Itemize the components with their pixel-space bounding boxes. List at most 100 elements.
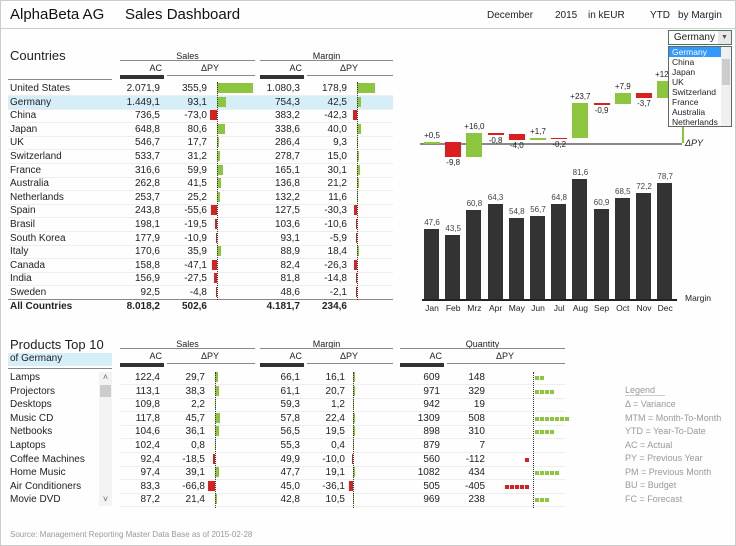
- margin-ac: 383,2: [274, 110, 300, 122]
- margin-dpy-bar: [355, 219, 357, 229]
- quantity-marker: [535, 389, 539, 394]
- product-name[interactable]: Movie DVD: [10, 494, 61, 506]
- country-name[interactable]: France: [10, 164, 42, 176]
- products-sales-underline: [120, 348, 255, 349]
- product-sales-ac: 92,4: [140, 453, 160, 465]
- period-selector[interactable]: YTD: [650, 10, 670, 21]
- dropdown-option[interactable]: Australia: [672, 107, 706, 117]
- products-scrollbar[interactable]: [99, 372, 112, 506]
- dropdown-option[interactable]: Germany: [669, 47, 721, 57]
- row-divider: [8, 190, 393, 192]
- dropdown-option[interactable]: Netherlands: [672, 117, 718, 127]
- margin-dpy: -5,9: [329, 232, 347, 244]
- product-name[interactable]: Air Conditioners: [10, 480, 82, 492]
- margin-dpy-bar: [357, 123, 361, 134]
- sales-dpy: 17,7: [187, 137, 207, 149]
- product-name[interactable]: Coffee Machines: [10, 453, 85, 465]
- product-name[interactable]: Desktops: [10, 399, 52, 411]
- dropdown-scrollbar[interactable]: [721, 47, 731, 126]
- dropdown-field[interactable]: Germany ▼: [668, 30, 732, 45]
- country-dropdown[interactable]: Germany ▼ Germany China Japan UK Switzerland F…: [668, 30, 732, 127]
- sales-ac: 243,8: [134, 205, 160, 217]
- scroll-thumb[interactable]: [722, 59, 730, 85]
- country-name[interactable]: China: [10, 110, 37, 122]
- sales-dpy-bar: [217, 178, 222, 189]
- row-divider: [120, 397, 565, 399]
- quantity-marker: [545, 498, 549, 503]
- product-margin-dpy: 19,5: [325, 426, 345, 438]
- country-name[interactable]: Canada: [10, 259, 46, 271]
- country-name[interactable]: Sweden: [10, 287, 47, 298]
- waterfall-label: +0,5: [424, 131, 440, 141]
- row-divider: [120, 452, 565, 453]
- sales-dpy-bar: [211, 205, 217, 216]
- sales-ac: 158,8: [134, 259, 160, 271]
- product-name[interactable]: Projectors: [10, 385, 56, 397]
- month-tick-label: Apr: [488, 303, 503, 313]
- dropdown-option[interactable]: UK: [672, 77, 684, 87]
- product-name[interactable]: Music CD: [10, 412, 54, 424]
- margin-dpy: -10,6: [324, 219, 347, 230]
- country-name[interactable]: Brasil: [10, 219, 36, 230]
- dropdown-option[interactable]: China: [672, 57, 695, 67]
- product-sales-dpy-bar: [215, 412, 220, 423]
- margin-bar-Feb: [445, 235, 461, 299]
- chevron-down-icon[interactable]: ▼: [718, 31, 731, 44]
- products-sales-dpy-label: ΔPY: [200, 351, 220, 361]
- country-name[interactable]: Switzerland: [10, 151, 62, 162]
- country-name[interactable]: Germany: [10, 96, 52, 108]
- quantity-marker: [515, 484, 519, 489]
- country-name[interactable]: South Korea: [10, 232, 66, 244]
- margin-ac: 127,5: [274, 205, 300, 217]
- country-name[interactable]: United States: [10, 83, 71, 94]
- product-margin-ac: 61,1: [280, 385, 300, 397]
- measure-selector[interactable]: by Margin: [678, 10, 722, 21]
- sales-dpy: -55,6: [184, 205, 207, 217]
- scroll-down-icon[interactable]: ˅: [102, 494, 109, 504]
- product-margin-dpy: 10,5: [325, 494, 345, 506]
- dropdown-option[interactable]: France: [672, 97, 699, 107]
- row-divider: [8, 217, 393, 219]
- margin-ac: 88,9: [280, 246, 300, 258]
- margin-bar-Nov: [636, 192, 651, 299]
- country-name[interactable]: Italy: [10, 246, 29, 258]
- row-divider: [8, 271, 393, 273]
- product-margin-dpy-bar: [352, 453, 353, 464]
- margin-dpy: 42,5: [327, 96, 347, 108]
- country-name[interactable]: UK: [10, 137, 24, 149]
- product-name[interactable]: Netbooks: [10, 426, 53, 438]
- countries-sales-dpy-label: ΔPY: [200, 63, 220, 73]
- countries-margin-ac-label: AC: [289, 63, 302, 73]
- products-margin-underline: [260, 348, 393, 349]
- row-divider: [8, 163, 393, 164]
- quantity-marker: [535, 471, 539, 476]
- product-name[interactable]: Laptops: [10, 440, 46, 451]
- sales-ac: 253,7: [134, 191, 160, 203]
- country-name[interactable]: Japan: [10, 123, 38, 135]
- total-sales-dpy: 502,6: [181, 300, 207, 312]
- country-name[interactable]: Spain: [10, 205, 36, 217]
- country-name[interactable]: Australia: [10, 178, 49, 190]
- products-quantity-ac-thick: [400, 363, 444, 367]
- product-qty-ac: 879: [423, 440, 440, 451]
- country-name[interactable]: India: [10, 273, 32, 285]
- scroll-up-icon[interactable]: ˄: [102, 372, 109, 382]
- products-margin-header: Margin: [312, 339, 341, 349]
- product-name[interactable]: Home Music: [10, 467, 66, 479]
- dropdown-option[interactable]: Japan: [672, 67, 696, 77]
- product-qty-dpy: 508: [468, 412, 485, 424]
- year-selector[interactable]: 2015: [555, 10, 578, 21]
- scroll-thumb[interactable]: [100, 385, 111, 397]
- quantity-marker: [545, 389, 549, 394]
- margin-ac: 132,2: [274, 191, 300, 203]
- month-tick-label: Dec: [657, 303, 673, 313]
- quantity-marker: [540, 498, 544, 503]
- products-quantity-dpy-label: ΔPY: [495, 351, 515, 361]
- dropdown-option[interactable]: Switzerland: [672, 87, 716, 97]
- product-name[interactable]: Lamps: [10, 372, 41, 383]
- countries-sales-ac-thick: [120, 75, 164, 79]
- country-name[interactable]: Netherlands: [10, 191, 64, 203]
- product-sales-dpy: 36,1: [185, 426, 205, 438]
- month-selector[interactable]: December: [487, 10, 534, 21]
- product-qty-ac: 898: [423, 426, 440, 438]
